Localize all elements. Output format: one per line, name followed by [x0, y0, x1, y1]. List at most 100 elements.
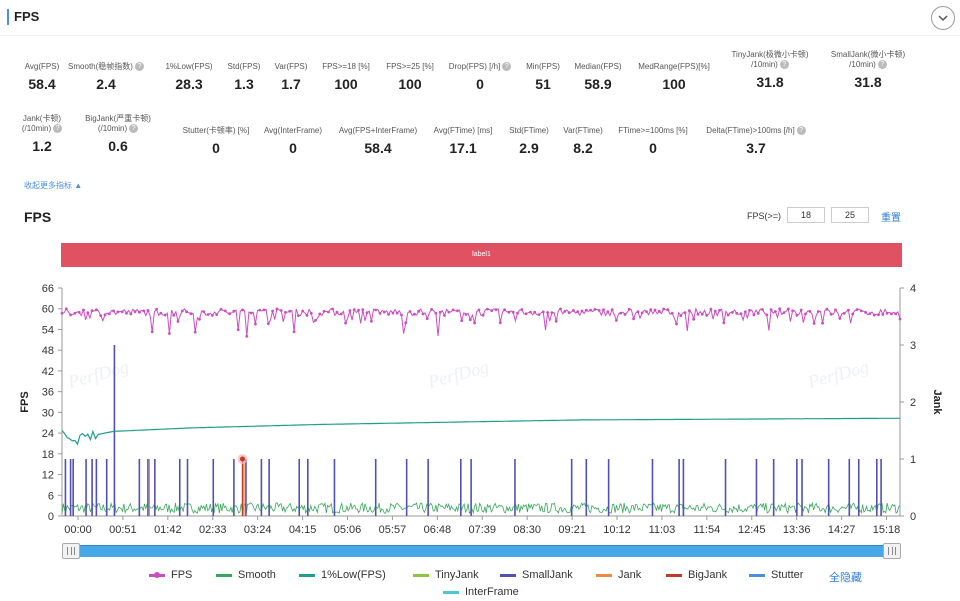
legend-item-stutter[interactable]: Stutter [749, 569, 803, 581]
x-tick-label: 08:30 [513, 524, 541, 536]
y-tick-label: 18 [42, 449, 54, 461]
fps-point [816, 310, 820, 313]
fps-point [743, 310, 747, 314]
stat-11: TinyJank(极微小卡顿)/10min)? 31.8 [715, 50, 825, 90]
fps-point [249, 311, 253, 315]
stat-14: BigJank(严重卡顿) (/10min)? 0.6 [63, 114, 173, 154]
fps-point [623, 313, 627, 316]
help-icon[interactable]: ? [53, 124, 63, 134]
legend-label: Jank [618, 569, 642, 581]
stat-value: 8.2 [573, 140, 593, 156]
fps-point [271, 309, 274, 313]
legend-item-tinyjank[interactable]: TinyJank [413, 569, 479, 581]
fps-point [838, 317, 842, 320]
help-icon[interactable]: ? [877, 60, 887, 70]
fps-threshold-label: FPS(>=) [747, 211, 782, 221]
fps-point [64, 307, 68, 311]
legend-item-smooth[interactable]: Smooth [216, 569, 276, 581]
stat-label: Avg(InterFrame) [263, 126, 323, 135]
stat-label: Median(FPS) [574, 62, 622, 71]
fps-point [374, 308, 378, 312]
fps-point [443, 314, 446, 317]
fps-point [645, 310, 648, 313]
reset-button[interactable]: 重置 [881, 213, 901, 224]
fps-point [215, 313, 219, 316]
legend-item-smalljank[interactable]: SmallJank [500, 569, 573, 581]
series-1pct-low-line [61, 417, 901, 446]
stat-5: FPS>=18 [%] 100 [291, 62, 401, 92]
y2-tick-label: 4 [910, 283, 916, 295]
stat-21: FTime>=100ms [%] 0 [598, 126, 708, 156]
fps-point [834, 308, 837, 312]
fps-threshold-high-input[interactable] [831, 207, 869, 223]
stat-2: 1%Low(FPS) 28.3 [134, 62, 244, 92]
legend-swatch [500, 573, 516, 577]
fps-point [778, 307, 782, 311]
stat-value: 100 [334, 76, 358, 92]
fps-threshold-low-input[interactable] [787, 207, 825, 223]
hide-all-series-button[interactable]: 全隐藏 [829, 572, 862, 584]
fps-point [709, 307, 713, 311]
fps-point [189, 312, 193, 316]
help-icon[interactable]: ? [134, 62, 144, 72]
stat-label: FPS>=18 [%] [322, 62, 370, 71]
fps-point [700, 312, 704, 316]
help-icon[interactable]: ? [779, 60, 789, 70]
fps-point [391, 311, 395, 315]
fps-point [554, 319, 558, 323]
stat-8: Min(FPS) 51 [488, 62, 598, 92]
legend-swatch [413, 573, 429, 577]
legend-item-bigjank[interactable]: BigJank [666, 569, 727, 581]
slider-left-handle[interactable] [62, 543, 80, 559]
stat-label: Var(FTime) [563, 126, 603, 135]
fps-point [829, 312, 833, 316]
stat-value: 0.6 [108, 138, 128, 154]
stat-13: Jank(卡顿) (/10min)? 1.2 [0, 114, 97, 154]
stat-value: 17.1 [449, 140, 477, 156]
fps-point [666, 308, 670, 312]
fps-point [761, 308, 764, 311]
fps-point [352, 308, 356, 311]
stat-value: 31.8 [756, 74, 784, 90]
collapse-section-button[interactable] [931, 6, 955, 30]
fps-point [821, 321, 824, 325]
fps-point [125, 311, 128, 315]
fps-point [168, 332, 171, 335]
stat-label: Drop(FPS) [/h] [448, 62, 501, 71]
fps-point [662, 307, 665, 311]
slider-right-handle[interactable] [883, 543, 901, 559]
collapse-metrics-link[interactable]: 收起更多指标 ▲ [24, 181, 83, 190]
legend-swatch [596, 573, 612, 577]
time-range-slider-track[interactable] [64, 545, 900, 557]
fps-point [77, 310, 81, 314]
legend-item-fps[interactable]: FPS [149, 569, 192, 581]
fps-point [791, 309, 794, 313]
fps-point [632, 317, 635, 321]
legend-item-1-low-fps-[interactable]: 1%Low(FPS) [299, 569, 386, 581]
fps-point [769, 308, 773, 311]
header-accent-bar [7, 9, 9, 25]
y2-tick-label: 3 [910, 340, 916, 352]
legend-label: Stutter [771, 569, 804, 581]
help-icon[interactable]: ? [502, 62, 512, 72]
stat-0: Avg(FPS) 58.4 [0, 62, 97, 92]
fps-point [365, 311, 369, 314]
legend-item-interframe[interactable]: InterFrame [443, 586, 519, 598]
fps-point [460, 319, 464, 322]
fps-point [309, 311, 313, 315]
fps-point [705, 314, 708, 317]
help-icon[interactable]: ? [129, 124, 139, 134]
stat-value: 1.3 [234, 76, 254, 92]
fps-point [748, 308, 751, 312]
stat-17: Avg(FPS+InterFrame) 58.4 [323, 126, 433, 156]
fps-point [327, 310, 330, 314]
fps-point [795, 313, 799, 317]
fps-point [266, 322, 270, 326]
help-icon[interactable]: ? [796, 126, 806, 136]
stat-value: 0 [289, 140, 297, 156]
fps-point [301, 309, 305, 313]
label-band[interactable]: label1 [61, 243, 902, 267]
fps-point [331, 307, 335, 311]
legend-item-jank[interactable]: Jank [596, 569, 641, 581]
fps-point [808, 309, 812, 313]
